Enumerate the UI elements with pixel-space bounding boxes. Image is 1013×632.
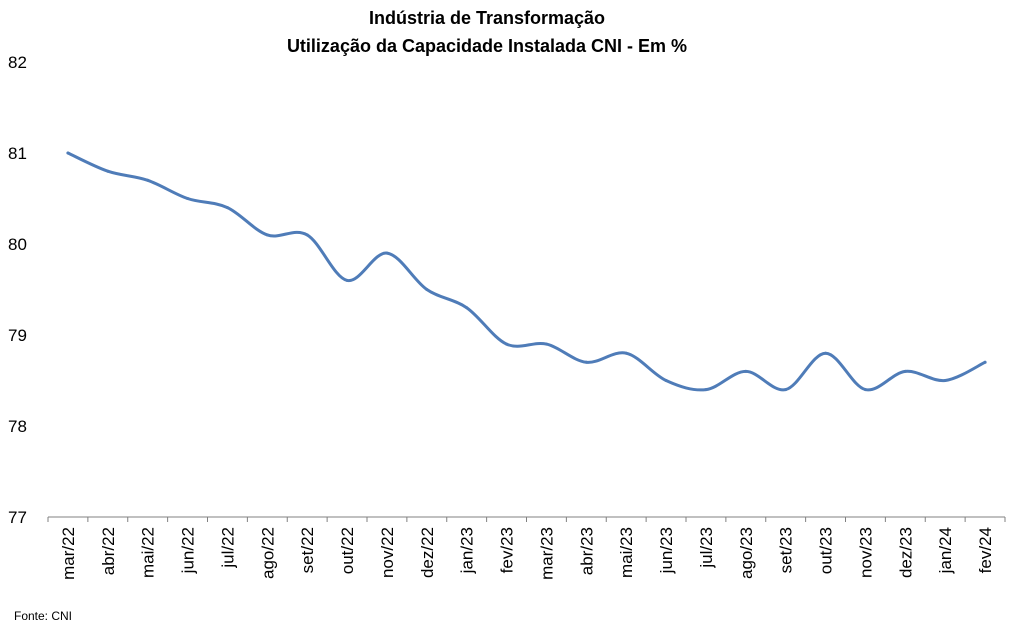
y-tick-label: 81	[8, 144, 27, 163]
x-tick-label: abr/23	[577, 527, 596, 575]
data-point	[505, 342, 509, 346]
y-axis: 77 78 79 80 81 82	[8, 53, 27, 527]
data-point	[704, 388, 708, 392]
data-point	[983, 360, 987, 364]
data-point	[863, 388, 867, 392]
data-point	[624, 351, 628, 355]
x-tick-label: set/23	[777, 527, 796, 573]
data-point	[425, 288, 429, 291]
data-point	[824, 351, 828, 355]
data-point	[106, 169, 110, 173]
x-tick-label: mar/22	[59, 527, 78, 580]
x-tick-label: mai/23	[617, 527, 636, 578]
data-point	[943, 379, 947, 382]
data-point	[305, 233, 309, 237]
series-line	[66, 151, 987, 392]
x-tick-label: dez/23	[896, 527, 915, 578]
x-tick-label: jan/23	[458, 527, 477, 574]
x-tick-label: set/22	[298, 527, 317, 573]
data-point	[664, 379, 668, 382]
x-tick-label: jun/23	[657, 527, 676, 574]
data-point	[744, 369, 748, 373]
x-tick-label: fev/24	[976, 527, 995, 573]
x-tick-label: jun/22	[179, 527, 198, 574]
data-point	[903, 369, 907, 373]
data-point	[146, 178, 150, 182]
data-point	[385, 251, 389, 255]
x-tick-label: dez/22	[418, 527, 437, 578]
x-tick-label: out/22	[338, 527, 357, 574]
x-tick-label: mar/23	[537, 527, 556, 580]
data-point	[66, 151, 70, 155]
y-tick-label: 78	[8, 417, 27, 436]
x-tick-label: fev/23	[498, 527, 517, 573]
data-point	[186, 197, 190, 200]
x-tick-label: jan/24	[936, 527, 955, 574]
data-point	[345, 278, 349, 282]
data-point	[544, 342, 548, 346]
y-tick-label: 82	[8, 53, 27, 72]
x-tick-label: out/23	[817, 527, 836, 574]
x-axis: mar/22 abr/22 mai/22 jun/22 jul/22 ago/22 set/…	[47, 516, 1006, 580]
x-tick-label: abr/22	[99, 527, 118, 575]
y-tick-label: 77	[8, 508, 27, 527]
x-tick-label: nov/23	[856, 527, 875, 578]
x-tick-label: mai/22	[139, 527, 158, 578]
series-group	[66, 151, 987, 392]
x-tick-label: jul/23	[697, 527, 716, 569]
y-tick-label: 80	[8, 235, 27, 254]
x-tick-label: ago/23	[737, 527, 756, 579]
x-tick-label: jul/22	[218, 527, 237, 569]
source-note: Fonte: CNI	[14, 609, 72, 623]
y-tick-label: 79	[8, 326, 27, 345]
data-point	[225, 206, 229, 210]
data-point	[265, 233, 269, 237]
data-point	[584, 360, 588, 364]
x-tick-label: ago/22	[258, 527, 277, 579]
chart-subtitle: Utilização da Capacidade Instalada CNI -…	[287, 36, 687, 56]
data-point	[784, 388, 788, 392]
data-point	[465, 306, 469, 310]
chart-title: Indústria de Transformação	[369, 8, 605, 28]
x-tick-label: nov/22	[378, 527, 397, 578]
